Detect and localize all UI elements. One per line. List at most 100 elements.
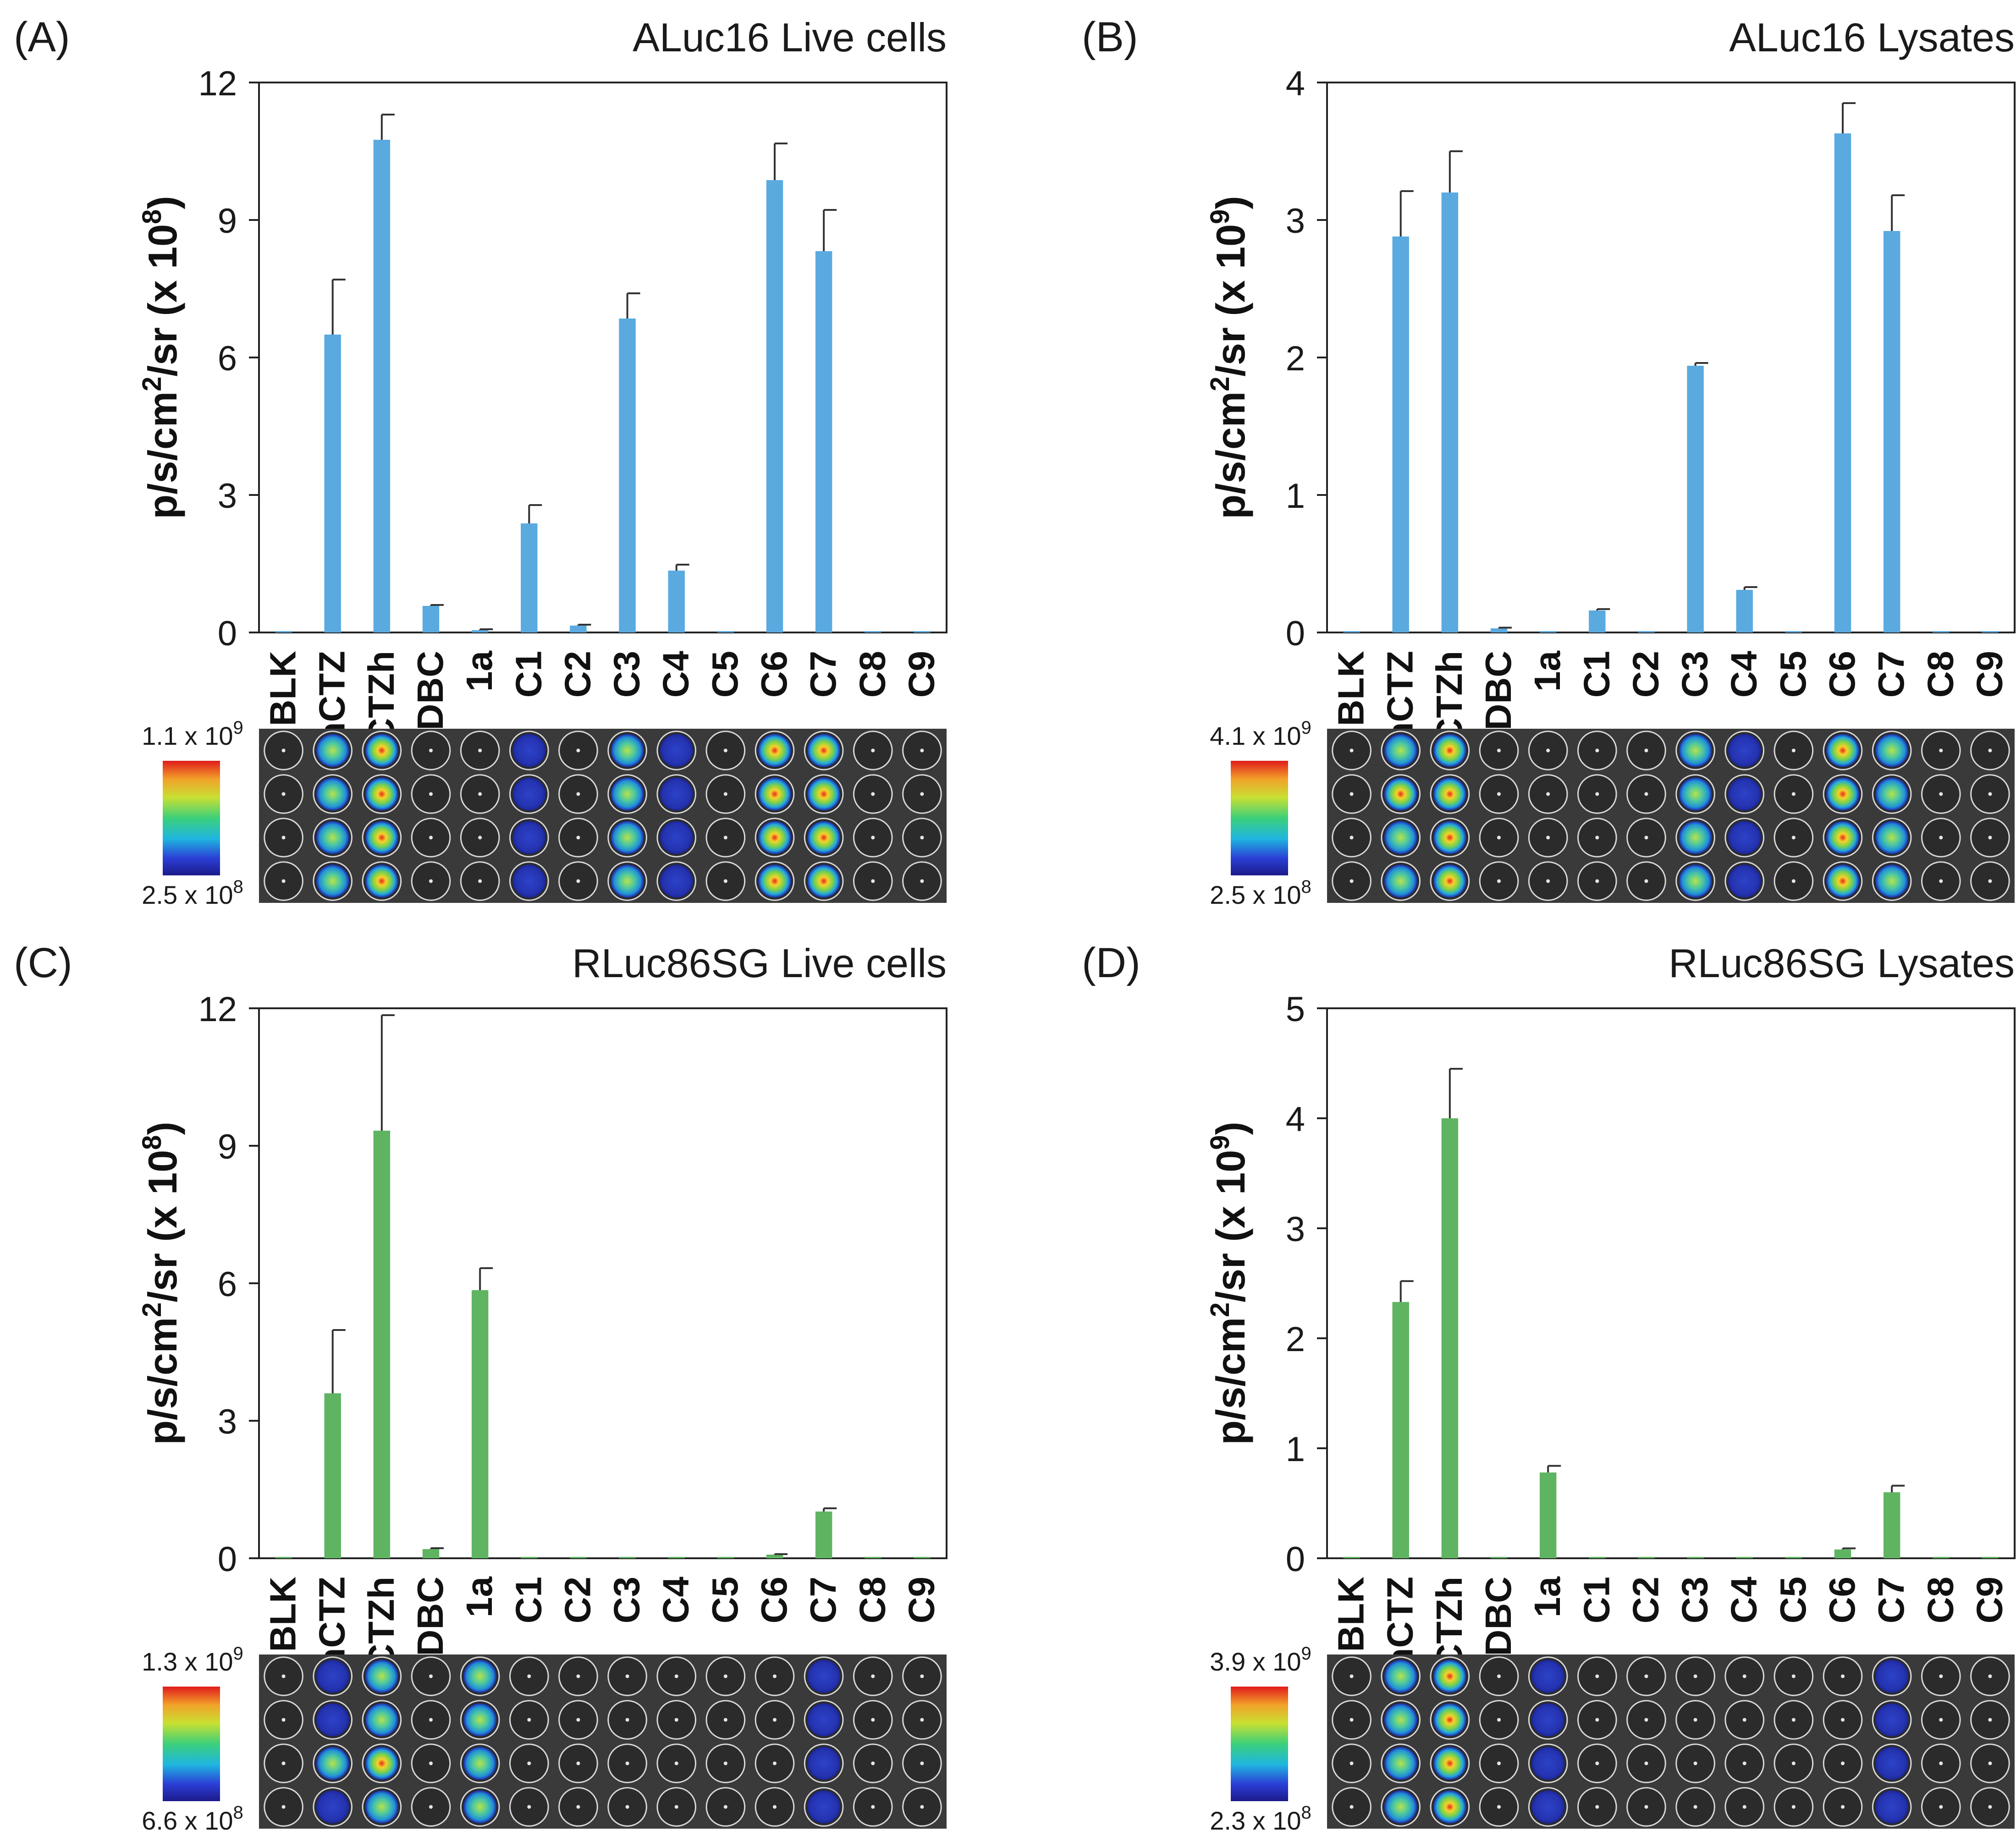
y-tick-label: 4 [1286, 1100, 1305, 1139]
x-tick-label: C7 [1871, 651, 1911, 698]
bar-1a [471, 630, 489, 632]
plate-well-center [281, 1718, 286, 1722]
x-tick-label: C4 [1724, 650, 1764, 698]
bar-C8 [865, 631, 881, 632]
plate-well-center [871, 1805, 875, 1809]
x-tick-label: C6 [1822, 1577, 1862, 1623]
plate-well-center [1742, 1674, 1746, 1678]
bar-C2 [570, 1557, 587, 1558]
bar-nCTZ [1392, 236, 1409, 632]
plate-well-center [1841, 1718, 1845, 1722]
plate-signal [1384, 1747, 1417, 1780]
bar-DBC [1490, 1557, 1508, 1558]
chart-title: ALuc16 Lysates [1729, 15, 2015, 60]
bar-C4 [1736, 590, 1753, 632]
y-tick-label: 3 [218, 477, 237, 516]
plate-well-center [1791, 1805, 1796, 1809]
plate-well-center [723, 1761, 727, 1765]
plate-signal [1433, 821, 1466, 854]
x-tick-label: C1 [508, 1577, 549, 1623]
plate-signal [1875, 821, 1909, 854]
bar-nCTZ [324, 1393, 341, 1558]
plate-well-center [527, 1718, 531, 1722]
bar-C7 [815, 251, 832, 632]
bar-BLK [275, 1557, 292, 1558]
bar-CTZh [373, 140, 391, 632]
plate-well-center [281, 879, 286, 883]
y-tick-label: 6 [218, 339, 237, 378]
plate-well-center [576, 836, 580, 840]
plate-well-center [576, 748, 580, 753]
plate-well-center [1595, 748, 1599, 753]
plate-well-center [1595, 1718, 1599, 1722]
x-tick-label: C5 [705, 651, 745, 698]
plate-signal [1875, 1747, 1909, 1780]
plate-well-center [1595, 1761, 1599, 1765]
plate-well-center [527, 1674, 531, 1678]
colorbar [1231, 761, 1288, 875]
bar-DBC [422, 1549, 440, 1558]
plate-signal [316, 734, 349, 767]
x-tick-label: BLK [263, 1577, 303, 1652]
plate-signal [1433, 1703, 1466, 1737]
plate-well-center [773, 1718, 777, 1722]
chart-panel-1: (A) ALuc16 Live cells 0 3 6 9 12 p/s/cm2/sr (x … [14, 14, 947, 909]
plate-well-center [1546, 792, 1550, 796]
colorbar [163, 761, 220, 875]
bar-DBC [422, 606, 440, 632]
plate-well-center [1350, 1761, 1354, 1765]
bar-C3 [619, 1557, 636, 1558]
plate-signal [1679, 734, 1712, 767]
plate-well-center [723, 836, 727, 840]
plate-well-center [625, 1761, 629, 1765]
plate-well-center [429, 1805, 433, 1809]
chart-title: RLuc86SG Lysates [1669, 940, 2015, 986]
plate-signal [1826, 777, 1859, 811]
panel-label: (C) [14, 940, 72, 986]
chart-title: ALuc16 Live cells [633, 15, 947, 60]
plate-signal [512, 821, 546, 854]
bar-C6 [1834, 133, 1851, 632]
bar-C9 [914, 1557, 931, 1558]
plate-signal [1384, 821, 1417, 854]
plate-well-center [1350, 1718, 1354, 1722]
plate-well-center [723, 879, 727, 883]
x-tick-label: 1a [1527, 650, 1568, 691]
bar-C6 [766, 180, 783, 632]
plate-signal [1875, 1660, 1909, 1693]
plate-well-center [625, 1805, 629, 1809]
plate-signal [316, 1703, 349, 1737]
x-tick-label: BLK [263, 651, 303, 726]
x-tick-label: C8 [852, 1577, 892, 1623]
plate-signal [1875, 777, 1909, 811]
plate-well-center [674, 1805, 678, 1809]
plate-well-center [1939, 1718, 1943, 1722]
x-tick-label: C6 [1822, 651, 1862, 698]
plate-well-center [920, 1761, 924, 1765]
plot-frame [258, 1007, 947, 1559]
plate-well-center [478, 748, 482, 753]
plate-image [259, 1655, 947, 1829]
x-tick-label: C9 [1969, 651, 2010, 698]
colorbar-min-label: 2.5 x 108 [1210, 877, 1311, 909]
plate-well-center [1350, 1805, 1354, 1809]
y-tick-label: 0 [218, 1540, 237, 1579]
x-tick-label: C3 [1674, 651, 1715, 698]
plate-signal [807, 1747, 841, 1780]
plate-signal [365, 777, 398, 811]
plate-signal [316, 864, 349, 898]
plate-signal [1384, 1660, 1417, 1693]
plate-well-center [871, 1718, 875, 1722]
plate-signal [758, 864, 791, 898]
bar-C3 [1687, 366, 1704, 632]
plate-well-center [871, 836, 875, 840]
plate-well-center [674, 1761, 678, 1765]
plate-well-center [723, 1805, 727, 1809]
x-tick-label: C9 [901, 651, 942, 698]
plate-signal [1875, 864, 1909, 898]
x-tick-label: C6 [754, 651, 794, 698]
bar-C7 [1883, 1492, 1900, 1558]
plate-well-center [773, 1674, 777, 1678]
plate-signal [1728, 821, 1761, 854]
plate-signal [1826, 734, 1859, 767]
